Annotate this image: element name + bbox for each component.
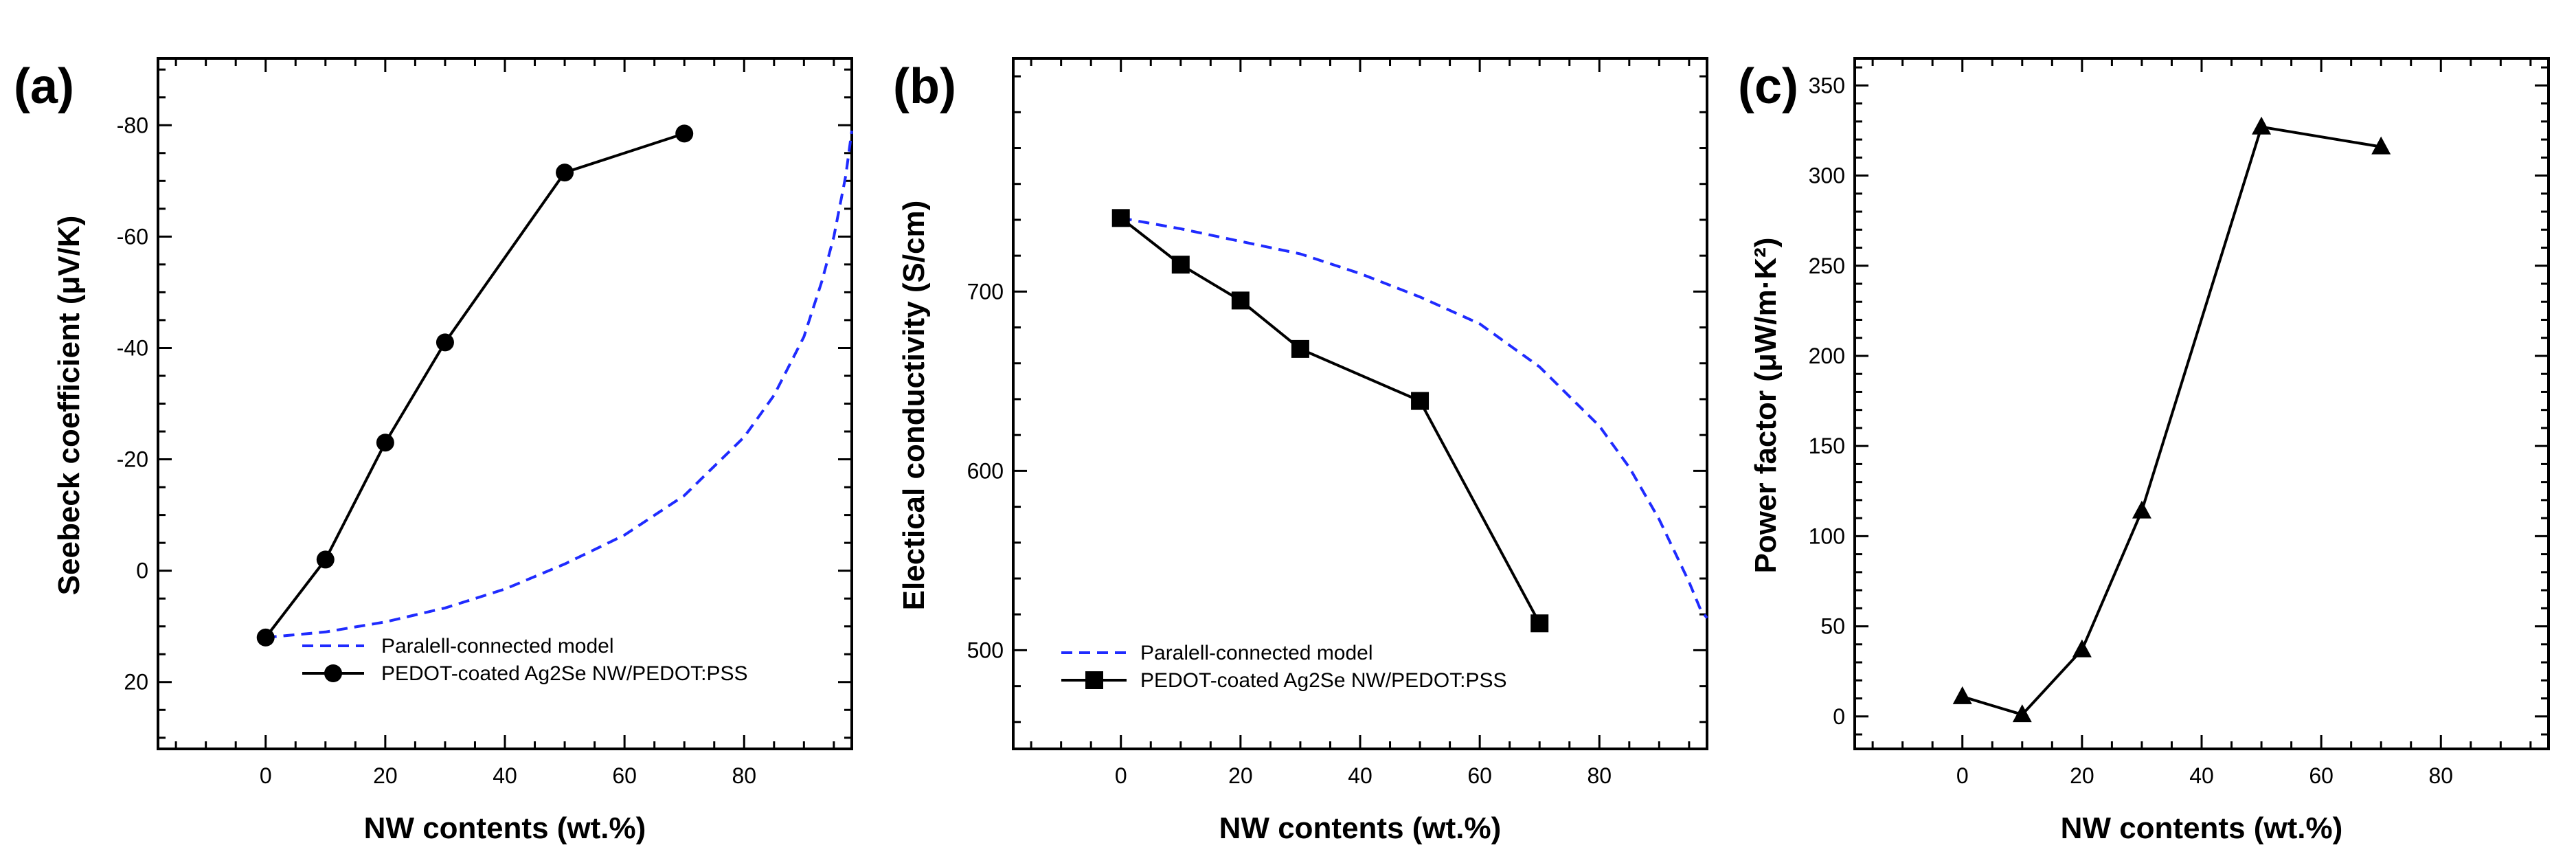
- panel-b-x-tick-label: 80: [1587, 763, 1612, 788]
- panel-b-y-axis-title: Electical conductivity (S/cm): [897, 201, 931, 611]
- panel-b-legend-model-label: Paralell-connected model: [1140, 642, 1373, 664]
- panel-b-ticks: [1013, 58, 1707, 749]
- panel-c-x-tick-label: 0: [1956, 763, 1969, 788]
- panel-c-ticks: [1855, 58, 2549, 749]
- panel-a-x-tick-label: 20: [373, 763, 398, 788]
- panel-c-data-series: [1952, 116, 2391, 723]
- panel-b-data-point: [1411, 392, 1430, 410]
- panel-a-x-tick-label: 80: [732, 763, 756, 788]
- panel-a-y-tick-label: -40: [117, 335, 148, 360]
- panel-c-y-tick-label: 300: [1809, 164, 1845, 188]
- panel-b-y-tick-label: 600: [967, 458, 1004, 483]
- panel-c-plot-frame: [1853, 57, 2550, 750]
- panel-c-data-point: [2252, 116, 2272, 135]
- panel-a-data-point: [436, 333, 454, 352]
- panel-a-x-axis-title: NW contents (wt.%): [364, 811, 646, 845]
- panel-c-label: (c): [1738, 59, 1798, 114]
- panel-b-model-series: [1120, 216, 1708, 619]
- panel-b-legend-marker: [1085, 671, 1103, 689]
- panel-c-tick-labels: 0 20 40 60 80 0 50 100 150 200 250 300 350: [1809, 73, 2453, 788]
- panel-b-x-axis-title: NW contents (wt.%): [1219, 811, 1502, 845]
- panel-a-y-tick-label: -20: [117, 447, 148, 472]
- panel-a: (a) 0 20 40 60 80 -80 -60 -40 -20 0 20 NW contents…: [14, 57, 853, 845]
- panel-a-legend-model-label: Paralell-connected model: [381, 635, 614, 658]
- panel-a-x-tick-label: 0: [260, 763, 272, 788]
- panel-a-data-point: [256, 628, 275, 647]
- panel-c-data-point: [2371, 136, 2391, 155]
- panel-b: (b) 0 20 40 60 80 500 600 700 NW contents (wt.%…: [893, 57, 1708, 845]
- panel-c-y-tick-label: 0: [1833, 704, 1845, 729]
- panel-a-y-tick-label: -80: [117, 113, 148, 137]
- panel-a-model-line: [265, 131, 853, 639]
- panel-a-y-tick-label: -60: [117, 224, 148, 249]
- panel-c-data-point: [1952, 686, 1972, 704]
- panel-b-x-tick-label: 0: [1115, 763, 1127, 788]
- panel-a-model-series: [265, 131, 853, 639]
- panel-a-data-point: [556, 164, 574, 182]
- panel-a-legend: Paralell-connected model PEDOT-coated Ag…: [302, 635, 748, 685]
- panel-a-tick-labels: 0 20 40 60 80 -80 -60 -40 -20 0 20: [117, 113, 756, 788]
- panel-a-data-series: [256, 124, 694, 647]
- panel-b-legend: Paralell-connected model PEDOT-coated Ag…: [1061, 642, 1507, 692]
- panel-a-x-tick-label: 40: [493, 763, 517, 788]
- panel-a-y-tick-label: 20: [124, 670, 148, 695]
- panel-b-x-tick-label: 40: [1348, 763, 1372, 788]
- panel-c-y-tick-label: 150: [1809, 434, 1845, 458]
- panel-a-ticks: [158, 58, 852, 749]
- panel-b-label: (b): [893, 59, 956, 114]
- panel-a-data-point: [376, 434, 394, 452]
- panel-c-y-tick-label: 200: [1809, 344, 1845, 368]
- panel-a-legend-data-label: PEDOT-coated Ag2Se NW/PEDOT:PSS: [381, 662, 748, 685]
- panel-a-y-axis-title: Seebeck coefficient (μV/K): [52, 216, 86, 596]
- panel-c-x-axis-title: NW contents (wt.%): [2061, 811, 2343, 845]
- panel-c-data-point: [2132, 500, 2151, 519]
- panel-b-model-line: [1120, 216, 1708, 619]
- panel-b-tick-labels: 0 20 40 60 80 500 600 700: [967, 279, 1612, 788]
- panel-a-data-line: [264, 132, 685, 639]
- panel-b-x-tick-label: 20: [1228, 763, 1253, 788]
- panel-a-legend-marker: [324, 664, 342, 682]
- panel-c-y-axis-title: Power factor (μW/m·K²): [1749, 238, 1783, 574]
- panel-b-data-line: [1120, 216, 1541, 625]
- panel-b-data-point: [1231, 291, 1250, 310]
- panel-a-label: (a): [14, 59, 74, 114]
- panel-b-data-point: [1530, 614, 1549, 633]
- panel-c-data-point: [2072, 639, 2092, 658]
- panel-c-x-tick-label: 40: [2189, 763, 2214, 788]
- panel-b-data-point: [1111, 209, 1130, 227]
- panel-b-data-point: [1171, 256, 1190, 274]
- panel-b-y-tick-label: 700: [967, 279, 1004, 304]
- panel-c-y-tick-label: 100: [1809, 524, 1845, 548]
- panel-c: (c) 0 20 40 60 80 0 50 100 150 200 250 300 350 NW co…: [1738, 57, 2550, 845]
- panel-b-x-tick-label: 60: [1467, 763, 1492, 788]
- panel-c-y-tick-label: 50: [1820, 614, 1845, 639]
- panel-c-data-line: [1962, 125, 2382, 717]
- panel-c-data-point: [2012, 704, 2032, 723]
- panel-c-x-tick-label: 60: [2309, 763, 2334, 788]
- panel-a-x-tick-label: 60: [612, 763, 637, 788]
- panel-c-x-tick-label: 80: [2428, 763, 2453, 788]
- panel-b-y-tick-label: 500: [967, 638, 1004, 662]
- panel-b-data-series: [1111, 209, 1549, 633]
- panel-a-y-tick-label: 0: [136, 559, 148, 583]
- panel-c-x-tick-label: 20: [2070, 763, 2094, 788]
- panel-c-y-tick-label: 350: [1809, 73, 1845, 98]
- panel-b-legend-data-label: PEDOT-coated Ag2Se NW/PEDOT:PSS: [1140, 669, 1507, 692]
- panel-a-data-point: [675, 124, 694, 143]
- panel-a-data-point: [316, 550, 335, 569]
- panel-b-data-point: [1291, 339, 1309, 358]
- panel-c-y-tick-label: 250: [1809, 254, 1845, 278]
